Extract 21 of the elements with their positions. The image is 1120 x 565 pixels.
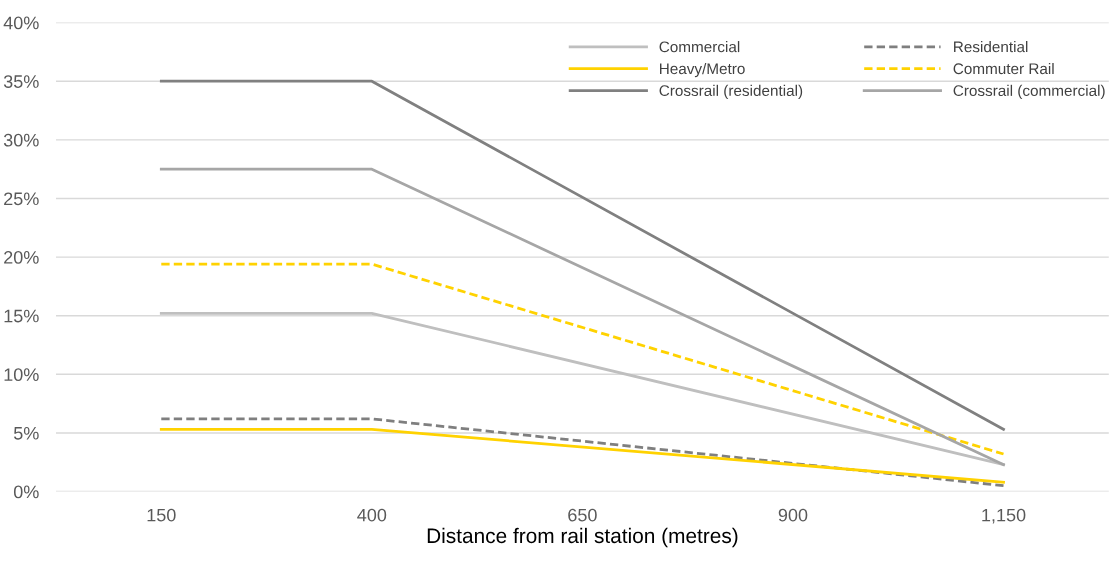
x-axis-title: Distance from rail station (metres) (427, 527, 738, 548)
y-tick-label: 10% (4, 368, 39, 382)
x-tick-label: 900 (778, 508, 808, 522)
y-tick-label: 35% (3, 75, 39, 88)
y-tick-label: 0% (13, 485, 39, 499)
x-tick-label: 650 (568, 508, 597, 522)
y-tick-label: 15% (4, 309, 39, 323)
x-tick-label: 150 (147, 508, 176, 522)
y-tick-label: 40% (3, 16, 39, 30)
x-tick-label: 1,150 (982, 508, 1026, 524)
y-tick-label: 20% (4, 251, 39, 264)
legend-label: Commuter Rail (953, 62, 1054, 75)
y-tick-label: 25% (4, 192, 39, 206)
y-tick-label: 5% (13, 426, 39, 440)
y-tick-label: 30% (3, 133, 39, 147)
legend-label: Heavy/Metro (660, 62, 745, 78)
legend-label: Crossrail (commercial) (953, 84, 1105, 100)
x-tick-label: 400 (357, 508, 387, 522)
legend-label: Residential (954, 41, 1028, 53)
legend-label: Crossrail (residential) (659, 84, 803, 100)
legend-label: Commercial (659, 41, 740, 53)
